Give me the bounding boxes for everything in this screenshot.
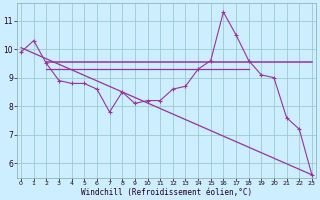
X-axis label: Windchill (Refroidissement éolien,°C): Windchill (Refroidissement éolien,°C) <box>81 188 252 197</box>
